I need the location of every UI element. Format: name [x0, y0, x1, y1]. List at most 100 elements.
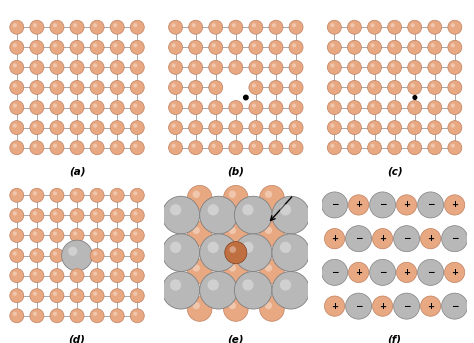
Circle shape: [53, 104, 57, 108]
Circle shape: [30, 309, 44, 323]
Text: +: +: [379, 301, 386, 311]
Circle shape: [391, 123, 395, 128]
Circle shape: [73, 123, 77, 128]
Circle shape: [33, 83, 37, 87]
Circle shape: [13, 123, 17, 128]
Circle shape: [272, 234, 310, 271]
Circle shape: [33, 251, 37, 256]
Circle shape: [347, 81, 362, 94]
Circle shape: [232, 123, 236, 128]
Circle shape: [209, 81, 223, 94]
Circle shape: [172, 83, 176, 87]
Circle shape: [346, 293, 372, 319]
Circle shape: [110, 209, 124, 222]
Circle shape: [33, 104, 37, 108]
Circle shape: [242, 204, 254, 215]
Circle shape: [170, 242, 181, 253]
Circle shape: [391, 63, 395, 68]
Text: (d): (d): [69, 334, 85, 343]
Circle shape: [53, 251, 57, 256]
Circle shape: [189, 20, 203, 34]
Circle shape: [367, 121, 382, 134]
Circle shape: [272, 23, 276, 27]
Circle shape: [90, 209, 104, 222]
Text: (c): (c): [387, 166, 402, 176]
Circle shape: [73, 43, 77, 47]
Circle shape: [187, 186, 212, 210]
Circle shape: [348, 262, 369, 283]
Circle shape: [410, 83, 415, 87]
Circle shape: [330, 63, 335, 68]
Circle shape: [70, 289, 84, 303]
Circle shape: [232, 144, 236, 148]
Circle shape: [445, 262, 465, 283]
Circle shape: [391, 83, 395, 87]
Circle shape: [53, 232, 57, 236]
Circle shape: [90, 249, 104, 262]
Circle shape: [50, 121, 64, 134]
Circle shape: [410, 104, 415, 108]
Circle shape: [212, 83, 216, 87]
Circle shape: [388, 121, 401, 134]
Circle shape: [10, 309, 24, 323]
Circle shape: [272, 83, 276, 87]
Circle shape: [130, 100, 144, 115]
Text: +: +: [451, 268, 458, 277]
Circle shape: [13, 43, 17, 47]
Circle shape: [328, 60, 341, 74]
Circle shape: [169, 81, 182, 94]
Text: +: +: [331, 301, 338, 311]
Circle shape: [73, 191, 77, 196]
Circle shape: [280, 204, 291, 215]
Circle shape: [113, 43, 118, 47]
Circle shape: [169, 100, 182, 115]
Circle shape: [33, 43, 37, 47]
Circle shape: [33, 312, 37, 316]
Circle shape: [10, 81, 24, 94]
Circle shape: [93, 123, 97, 128]
Circle shape: [70, 228, 84, 243]
Circle shape: [431, 144, 435, 148]
Circle shape: [209, 40, 223, 54]
Circle shape: [113, 191, 118, 196]
Circle shape: [408, 100, 422, 115]
Circle shape: [209, 20, 223, 34]
Circle shape: [431, 123, 435, 128]
Circle shape: [451, 144, 455, 148]
Circle shape: [442, 293, 468, 319]
Circle shape: [224, 222, 248, 246]
Circle shape: [33, 63, 37, 68]
Circle shape: [367, 60, 382, 74]
Circle shape: [330, 144, 335, 148]
Circle shape: [50, 269, 64, 283]
Circle shape: [70, 121, 84, 134]
Circle shape: [191, 104, 196, 108]
Circle shape: [451, 23, 455, 27]
Circle shape: [93, 272, 97, 276]
Circle shape: [53, 43, 57, 47]
Circle shape: [410, 123, 415, 128]
Circle shape: [172, 144, 176, 148]
Circle shape: [33, 292, 37, 296]
Circle shape: [209, 141, 223, 155]
Circle shape: [249, 81, 263, 94]
Circle shape: [229, 246, 236, 253]
Circle shape: [200, 271, 237, 309]
Text: −: −: [403, 301, 410, 311]
Circle shape: [224, 186, 248, 210]
Circle shape: [448, 121, 462, 134]
Circle shape: [93, 232, 97, 236]
Circle shape: [53, 211, 57, 215]
Circle shape: [289, 60, 303, 74]
Circle shape: [133, 144, 137, 148]
Circle shape: [50, 100, 64, 115]
Circle shape: [348, 195, 369, 215]
Circle shape: [272, 63, 276, 68]
Circle shape: [130, 40, 144, 54]
Circle shape: [53, 144, 57, 148]
Circle shape: [189, 81, 203, 94]
Circle shape: [228, 191, 236, 198]
Circle shape: [191, 23, 196, 27]
Text: −: −: [355, 301, 362, 311]
Circle shape: [73, 63, 77, 68]
